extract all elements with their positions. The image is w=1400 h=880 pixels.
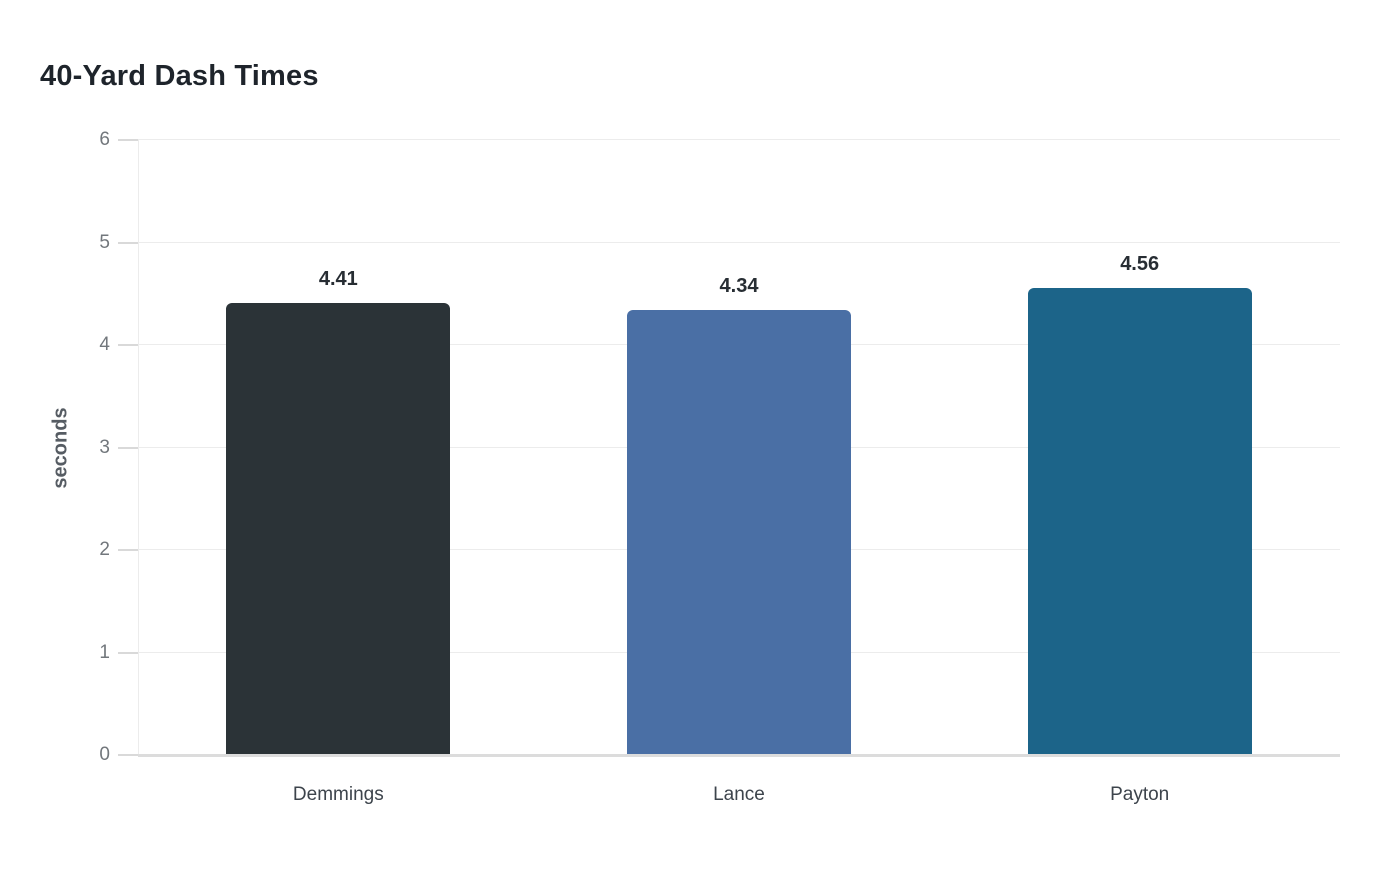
- y-tick-mark-0: [118, 754, 138, 756]
- bar-value-label-demmings: 4.41: [318, 267, 358, 290]
- y-tick-label-4: 4: [99, 334, 110, 355]
- y-tick-label-3: 3: [99, 436, 110, 458]
- bar-demmings[interactable]: [226, 302, 451, 755]
- plot-area: seconds 0 1 2 3 4 5 6 4.41 Demmings 4.34 Lance 4.56…: [50, 129, 1340, 805]
- y-tick-label-1: 1: [99, 641, 110, 663]
- x-axis-label-lance: Lance: [713, 784, 765, 805]
- gridline-5: [138, 241, 1340, 243]
- y-tick-label-5: 5: [99, 231, 110, 253]
- bar-payton[interactable]: [1027, 287, 1252, 755]
- y-tick-mark-3: [118, 446, 138, 449]
- y-tick-mark-1: [118, 651, 138, 654]
- x-axis-label-payton: Payton: [1110, 784, 1170, 805]
- y-tick-mark-4: [118, 344, 138, 346]
- gridline-6: [138, 139, 1340, 140]
- bar-value-label-lance: 4.34: [719, 275, 759, 298]
- y-tick-label-2: 2: [99, 539, 110, 560]
- y-axis-line: [138, 140, 139, 755]
- y-tick-label-6: 6: [99, 129, 110, 150]
- y-tick-label-0: 0: [99, 744, 110, 765]
- y-tick-mark-5: [118, 241, 138, 244]
- x-axis-label-demmings: Demmings: [292, 784, 384, 805]
- bar-lance[interactable]: [627, 310, 851, 755]
- y-tick-mark-2: [118, 549, 138, 551]
- bar-value-label-payton: 4.56: [1120, 252, 1160, 275]
- gridline-0: [138, 754, 1340, 757]
- chart-title: 40-Yard Dash Times: [40, 60, 319, 92]
- y-tick-mark-6: [118, 139, 138, 141]
